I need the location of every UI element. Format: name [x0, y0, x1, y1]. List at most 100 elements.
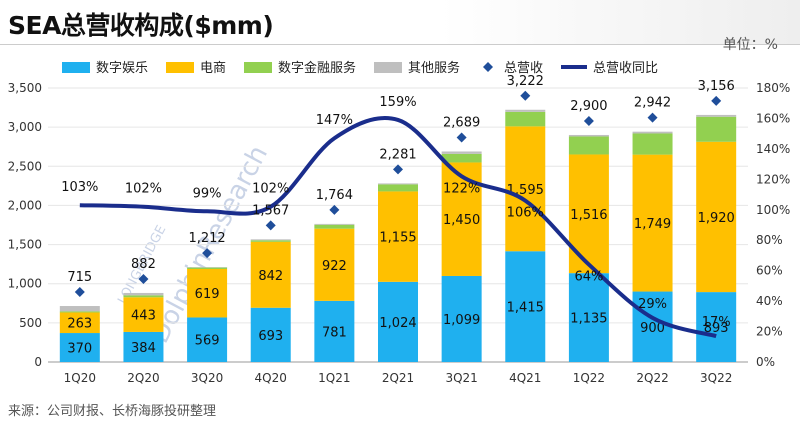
bar-segment-ecommerce [696, 141, 737, 293]
total-marker [74, 287, 85, 298]
bar-segment-digital_entertainment [123, 331, 164, 362]
y-right-tick-label: 40% [756, 294, 783, 308]
total-marker [393, 164, 403, 175]
bar-value-label: 443 [131, 309, 156, 324]
legend-label: 其他服务 [408, 60, 460, 76]
x-tick-label: 1Q21 [318, 371, 350, 385]
total-marker [329, 204, 340, 215]
bar-segment-ecommerce [314, 228, 355, 301]
bar-segment-digital_entertainment [59, 333, 100, 362]
y-right-tick-label: 100% [756, 203, 790, 217]
y-right-tick-label: 180% [756, 81, 790, 95]
legend-label: 数字娱乐 [96, 61, 148, 76]
y-right-tick-label: 60% [756, 264, 783, 278]
legend-swatch-total [483, 62, 493, 72]
y-right-tick-label: 120% [756, 172, 790, 186]
bar-segment-digital_entertainment [632, 291, 673, 362]
bar-segment-other [123, 292, 164, 296]
x-tick-label: 1Q20 [64, 371, 96, 385]
bar-segment-digital_entertainment [378, 281, 418, 362]
bar-segment-digital_entertainment [250, 307, 291, 362]
title-bar: SEA总营收构成($mm) [0, 0, 800, 45]
yoy-value-label: 102% [252, 182, 289, 197]
x-tick-label: 2Q21 [382, 371, 414, 385]
bar-value-label: 693 [258, 329, 283, 344]
yoy-value-label: 103% [61, 180, 98, 195]
bar-value-label: 1,024 [379, 316, 416, 331]
bar-segment-digital_entertainment [568, 273, 609, 362]
yoy-value-label: 17% [702, 315, 731, 330]
legend-label: 电商 [200, 61, 226, 76]
y-left-tick-label: 0 [34, 355, 42, 369]
bar-segment-ecommerce [123, 297, 164, 332]
bar-value-label: 384 [131, 341, 156, 356]
x-tick-label: 1Q22 [573, 371, 605, 385]
bar-segment-digital_entertainment [314, 300, 355, 362]
total-value-label: 2,689 [443, 115, 480, 130]
bar-segment-digital_financial [568, 136, 609, 155]
bar-segment-digital_financial [187, 267, 228, 269]
bar-segment-ecommerce [59, 312, 100, 334]
total-marker [647, 112, 658, 123]
bar-value-label: 569 [195, 334, 220, 349]
bar-segment-digital_financial [632, 133, 673, 155]
y-left-tick-label: 3,500 [8, 81, 42, 95]
yoy-value-label: 106% [507, 206, 544, 221]
bar-segment-digital_financial [441, 153, 482, 163]
yoy-value-label: 64% [574, 270, 603, 285]
legend-label: 总营收 [504, 61, 543, 76]
bar-segment-other [378, 183, 418, 185]
legend-label: 数字金融服务 [278, 60, 356, 76]
x-tick-label: 2Q20 [127, 371, 159, 385]
bar-value-label: 1,155 [379, 231, 416, 246]
total-value-label: 2,900 [570, 99, 607, 114]
bar-segment-ecommerce [187, 268, 228, 318]
yoy-value-label: 29% [638, 297, 667, 312]
bar-value-label: 1,135 [570, 312, 607, 327]
yoy-value-label: 147% [316, 113, 353, 128]
bar-segment-other [505, 109, 546, 112]
total-marker [583, 115, 594, 126]
bar-value-label: 370 [67, 342, 92, 357]
legend-swatch-digital_financial [244, 62, 272, 73]
bar-segment-ecommerce [378, 191, 418, 282]
bar-segment-digital_financial [696, 116, 737, 142]
source-note: 来源：公司财报、长桥海豚投研整理 [8, 404, 217, 419]
bar-value-label: 1,099 [443, 313, 480, 328]
bar-value-label: 619 [195, 287, 220, 302]
bar-value-label: 1,450 [443, 213, 480, 228]
y-left-tick-label: 500 [19, 316, 42, 330]
bar-segment-digital_financial [250, 240, 291, 242]
total-marker [265, 220, 276, 231]
total-marker [138, 273, 149, 284]
x-tick-label: 3Q20 [191, 371, 223, 385]
bar-segment-other [441, 151, 482, 154]
total-value-label: 2,281 [379, 147, 416, 162]
total-value-label: 715 [67, 270, 92, 285]
bar-value-label: 1,516 [570, 208, 607, 223]
bar-segment-other [696, 114, 737, 117]
total-value-label: 1,764 [316, 188, 353, 203]
total-value-label: 2,942 [634, 96, 671, 111]
bar-segment-digital_financial [59, 311, 100, 313]
bar-segment-ecommerce [505, 126, 546, 252]
bar-segment-digital_entertainment [187, 317, 228, 362]
bar-segment-digital_financial [505, 111, 546, 127]
bar-segment-digital_financial [314, 224, 355, 229]
bar-value-label: 263 [67, 317, 92, 332]
y-right-tick-label: 0% [756, 355, 775, 369]
bar-value-label: 1,920 [698, 211, 735, 226]
x-tick-label: 4Q21 [509, 371, 541, 385]
x-tick-label: 4Q20 [255, 371, 287, 385]
bar-value-label: 1,749 [634, 217, 671, 232]
yoy-value-label: 159% [379, 95, 416, 110]
bar-value-label: 842 [258, 269, 283, 284]
total-marker [711, 95, 722, 106]
bar-value-label: 781 [322, 325, 347, 340]
yoy-value-label: 122% [443, 181, 480, 196]
total-marker [202, 248, 213, 259]
yoy-value-label: 99% [193, 186, 222, 201]
y-left-tick-label: 1,000 [8, 277, 42, 291]
bar-segment-other [250, 239, 291, 241]
